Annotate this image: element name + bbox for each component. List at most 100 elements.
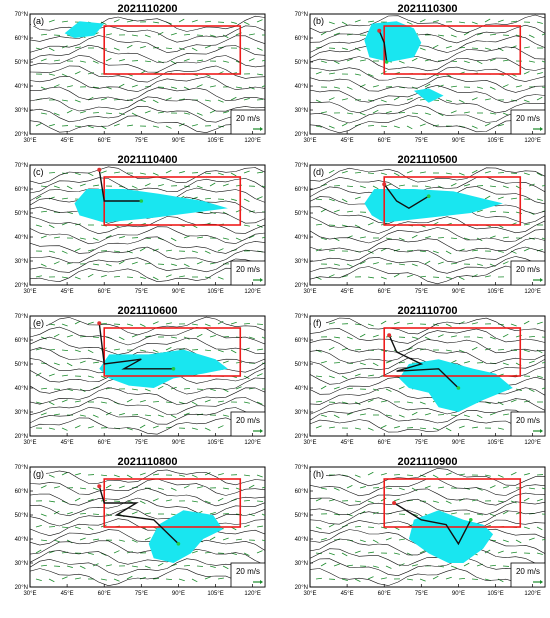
wind-vector xyxy=(74,400,81,403)
wind-vector xyxy=(398,184,405,187)
wind-vector xyxy=(204,399,211,403)
panel-title: 2021110400 xyxy=(118,154,178,166)
wind-vector xyxy=(372,362,379,367)
wind-vector xyxy=(105,564,112,567)
wind-vector xyxy=(139,349,146,352)
wind-vector xyxy=(315,552,323,555)
wind-vector xyxy=(471,169,478,174)
wind-vector xyxy=(191,401,198,406)
wind-vector xyxy=(209,85,216,88)
wind-vector xyxy=(497,172,505,174)
wind-vector xyxy=(230,198,237,201)
wind-vector xyxy=(183,235,190,239)
track-start-marker xyxy=(377,28,382,33)
wind-vector xyxy=(131,34,138,37)
wind-vector xyxy=(152,276,159,281)
wind-vector xyxy=(424,260,431,265)
wind-vector xyxy=(484,18,491,23)
wind-vector xyxy=(53,185,60,189)
wind-vector xyxy=(165,47,173,50)
wind-vector xyxy=(196,34,204,36)
y-tick-label: 60°N xyxy=(15,36,28,42)
panel-c: 2021110400 (c) 20 m/s 70°N 60°N 50°N 40°N 30°N 2… xyxy=(15,154,266,295)
wind-vector xyxy=(393,273,400,278)
wind-vector xyxy=(100,274,107,278)
x-tick-label: 90°E xyxy=(172,440,185,446)
wind-vector xyxy=(320,31,327,36)
wind-vector xyxy=(489,412,496,416)
wind-vector xyxy=(341,347,348,351)
wind-vector xyxy=(354,73,361,76)
wind-vector xyxy=(437,112,444,117)
blocking-area xyxy=(413,88,444,103)
reference-vector-box xyxy=(510,260,546,286)
contour-line xyxy=(310,256,545,274)
x-tick-label: 90°E xyxy=(452,440,465,446)
wind-vector xyxy=(139,45,146,49)
wind-vector xyxy=(79,565,86,569)
wind-vector xyxy=(463,184,470,187)
wind-vector xyxy=(131,261,138,265)
wind-vector xyxy=(113,275,121,278)
wind-vector xyxy=(131,388,138,391)
wind-vector xyxy=(196,84,203,88)
wind-vector xyxy=(261,236,265,239)
wind-vector xyxy=(328,322,335,325)
map-content xyxy=(30,15,265,134)
x-tick-label: 30°E xyxy=(23,440,36,446)
wind-vector xyxy=(385,110,392,114)
wind-vector xyxy=(100,474,108,477)
wind-vector xyxy=(48,373,55,377)
wind-vector xyxy=(437,334,444,338)
wind-vector xyxy=(261,84,265,88)
wind-vector xyxy=(100,21,107,25)
wind-vector xyxy=(411,263,418,267)
wind-vector xyxy=(333,336,340,339)
contour-line xyxy=(310,397,545,415)
wind-vector xyxy=(87,321,94,325)
wind-vector xyxy=(79,237,86,240)
wind-vector xyxy=(79,110,86,114)
wind-vector xyxy=(126,575,133,580)
wind-vector xyxy=(152,125,159,128)
wind-vector xyxy=(523,172,530,176)
contour-line xyxy=(310,167,545,183)
contour-line xyxy=(30,326,265,346)
wind-vector xyxy=(445,323,452,327)
wind-vector xyxy=(315,223,323,226)
wind-vector xyxy=(502,84,509,88)
wind-vector xyxy=(432,500,439,503)
panel-letter: (g) xyxy=(33,469,44,479)
wind-vector xyxy=(328,169,335,174)
wind-vector xyxy=(243,97,250,101)
wind-vector xyxy=(484,47,491,51)
y-tick-label: 50°N xyxy=(295,513,308,519)
wind-vector xyxy=(183,485,190,489)
x-tick-label: 105°E xyxy=(207,440,223,446)
x-tick-label: 45°E xyxy=(61,289,74,295)
panel-b: 2021110300 (b) 20 m/s 70°N 60°N 50°N 40°N 30°N 2… xyxy=(295,3,546,144)
panel-title: 2021110200 xyxy=(118,3,178,15)
wind-vector xyxy=(419,550,426,554)
wind-vector xyxy=(230,321,237,325)
wind-vector xyxy=(66,185,73,190)
wind-vector xyxy=(61,197,68,200)
wind-vector xyxy=(157,562,164,567)
wind-vector xyxy=(144,537,151,541)
x-tick-label: 60°E xyxy=(378,138,391,144)
wind-vector xyxy=(35,549,42,554)
wind-vector xyxy=(437,414,445,416)
wind-vector xyxy=(40,336,47,340)
wind-vector xyxy=(256,500,264,502)
y-tick-label: 20°N xyxy=(295,585,308,591)
wind-vector xyxy=(489,564,497,567)
wind-vector xyxy=(87,498,94,502)
wind-vector xyxy=(178,98,185,101)
wind-vector xyxy=(165,97,172,101)
wind-vector xyxy=(40,210,48,213)
contour-line xyxy=(310,418,545,434)
wind-vector xyxy=(256,73,263,76)
x-tick-label: 30°E xyxy=(303,591,316,597)
wind-vector xyxy=(510,197,517,200)
blocking-area xyxy=(408,510,494,563)
